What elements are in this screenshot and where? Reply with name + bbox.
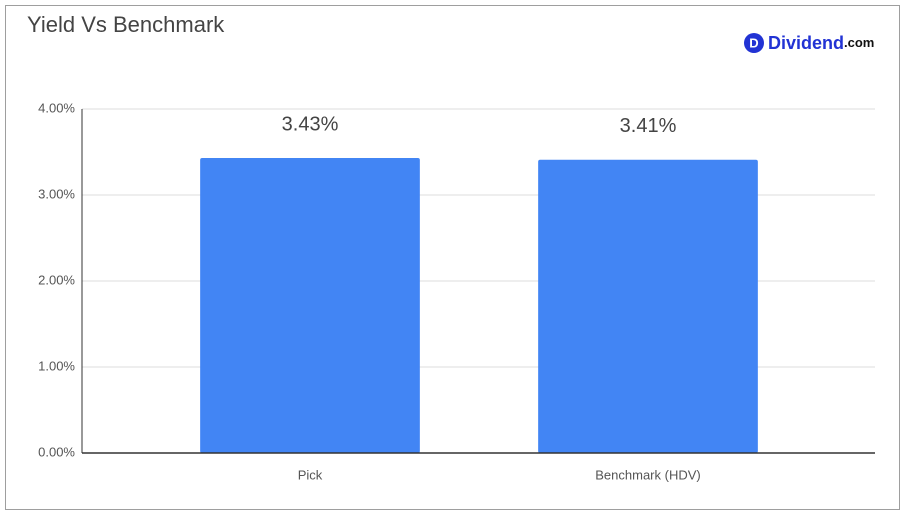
value-label: 3.41% [620,115,677,137]
y-tick-label: 3.00% [38,186,75,201]
y-tick-label: 1.00% [38,358,75,373]
bar [538,159,758,454]
logo-suffix: .com [844,35,874,50]
value-label: 3.43% [282,113,339,135]
y-tick-label: 0.00% [38,444,75,459]
chart-title: Yield Vs Benchmark [27,12,225,37]
bar [200,158,420,453]
logo-name-main: Dividend [768,33,844,53]
logo-badge [744,33,764,53]
y-tick-label: 2.00% [38,272,75,287]
chart-frame [5,5,900,510]
x-tick-label: Pick [298,467,323,482]
logo-icon: D [749,35,758,50]
x-tick-label: Benchmark (HDV) [595,467,700,482]
y-tick-label: 4.00% [38,100,75,115]
logo-name: Dividend.com [768,33,874,53]
